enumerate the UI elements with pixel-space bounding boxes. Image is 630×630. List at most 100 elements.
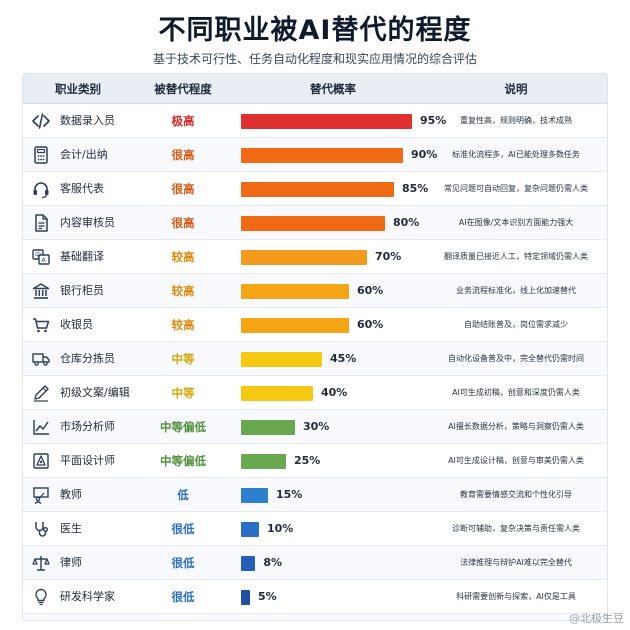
probability-bar [241, 250, 367, 265]
replacement-level: 很高 [171, 182, 195, 196]
job-label: 数据录入员 [60, 114, 115, 127]
replacement-level: 较高 [171, 284, 195, 298]
job-label: 企业高管 [60, 614, 104, 620]
replacement-level: 中等偏低 [160, 420, 206, 434]
probability-label: 70% [375, 250, 402, 263]
description-text: AI在图像/文本识别方面能力强大 [458, 218, 574, 227]
job-label: 市场分析师 [60, 420, 115, 433]
probability-label: 40% [321, 386, 348, 399]
job-label: 收银员 [60, 318, 93, 331]
probability-bar [241, 148, 403, 163]
probability-label: 30% [303, 420, 330, 433]
bulb-icon [31, 587, 51, 607]
header-job: 职业类别 [55, 82, 101, 96]
probability-label: 10% [267, 522, 294, 535]
probability-label: 15% [276, 488, 303, 501]
probability-bar [241, 318, 349, 333]
probability-bar [241, 216, 385, 231]
table-row: 内容审核员 很高 80% AI在图像/文本识别方面能力强大 [23, 206, 607, 240]
job-label: 会计/出纳 [60, 148, 108, 161]
table-row: 医生 很低 10% 诊断可辅助，复杂决策与责任需人类 [23, 512, 607, 546]
job-label: 仓库分拣员 [60, 352, 115, 365]
description-text: 常见问题可自动回复，复杂问题仍需人类 [444, 184, 588, 193]
probability-bar [241, 284, 349, 299]
header-probability: 替代概率 [310, 82, 356, 96]
job-label: 基础翻译 [60, 250, 104, 263]
description-text: 自助结账普及，岗位需求减少 [464, 320, 568, 329]
headset-icon [31, 179, 51, 199]
svg-text:A: A [42, 257, 47, 264]
truck-icon [31, 349, 51, 369]
stethoscope-icon [31, 519, 51, 539]
probability-bar [241, 522, 259, 537]
description-text: 翻译质量已接近人工，特定领域仍需人类 [444, 252, 588, 261]
probability-bar [241, 454, 286, 469]
scales-icon [31, 553, 51, 573]
replacement-level: 很低 [171, 522, 195, 536]
job-label: 初级文案/编辑 [60, 386, 130, 399]
chart-table: 职业类别 被替代程度 替代概率 说明 数据录入员 极高 95% 重复性高，规则明确，技… [22, 73, 608, 621]
line-chart-icon [31, 417, 51, 437]
replacement-level: 很高 [171, 216, 195, 230]
description-text: AI可生成初稿，创意和深度仍需人类 [452, 388, 580, 397]
probability-label: 5% [258, 590, 277, 603]
table-row: 研发科学家 很低 5% 科研需要创新与探索，AI仅是工具 [23, 580, 607, 614]
svg-text:中: 中 [35, 251, 41, 259]
table-row: 银行柜员 较高 60% 业务流程标准化，线上化加速替代 [23, 274, 607, 308]
replacement-level: 中等 [171, 386, 195, 400]
job-label: 内容审核员 [60, 216, 115, 229]
probability-bar [241, 556, 256, 571]
table-row: 会计/出纳 很高 90% 标准化流程多，AI已能处理多数任务 [23, 138, 607, 172]
replacement-level: 极高 [171, 114, 195, 128]
pen-icon [31, 383, 51, 403]
document-icon [31, 213, 51, 233]
probability-bar [241, 114, 412, 129]
probability-label: 60% [357, 284, 384, 297]
probability-label: 80% [393, 216, 420, 229]
replacement-level: 低 [177, 488, 189, 502]
watermark: @北极生豆 [569, 612, 624, 625]
table-row: 平面设计师 中等偏低 25% AI可生成设计稿，创意与审美仍需人类 [23, 444, 607, 478]
probability-label: 60% [357, 318, 384, 331]
table-row: 教师 低 15% 教育需要情感交流和个性化引导 [23, 478, 607, 512]
code-icon [31, 111, 51, 131]
description-text: 诊断可辅助，复杂决策与责任需人类 [452, 524, 580, 533]
design-icon [31, 451, 51, 471]
table-row: 数据录入员 极高 95% 重复性高，规则明确，技术成熟 [23, 104, 607, 138]
table-row: 收银员 较高 60% 自助结账普及，岗位需求减少 [23, 308, 607, 342]
job-label: 律师 [60, 556, 82, 569]
probability-label: 85% [402, 182, 429, 195]
table-row: 律师 很低 8% 法律推理与辩护AI难以完全替代 [23, 546, 607, 580]
header-description: 说明 [504, 82, 528, 96]
replacement-level: 极低 [133, 614, 233, 620]
probability-bar [241, 420, 295, 435]
probability-bar [241, 182, 394, 197]
probability-bar [241, 386, 313, 401]
chart-title: 不同职业被AI替代的程度 [158, 15, 472, 46]
probability-label: 8% [263, 556, 283, 569]
description-text: 教育需要情感交流和个性化引导 [460, 490, 572, 499]
probability-label: 25% [294, 454, 321, 467]
calculator-icon [31, 145, 51, 165]
job-label: 教师 [60, 488, 82, 501]
table-row: 客服代表 很高 85% 常见问题可自动回复，复杂问题仍需人类 [23, 172, 607, 206]
probability-bar [241, 590, 250, 605]
header-level: 被替代程度 [154, 82, 212, 96]
description-text: 重复性高，规则明确，技术成熟 [460, 116, 572, 125]
replacement-level: 较高 [171, 250, 195, 264]
probability-label: 95% [420, 114, 447, 127]
probability-label: 3% [254, 614, 273, 620]
probability-bar [241, 488, 268, 503]
chart-subtitle: 基于技术可行性、任务自动化程度和现实应用情况的综合评估 [152, 52, 477, 66]
job-label: 平面设计师 [60, 454, 115, 467]
description-text: AI擅长数据分析，策略与洞察仍需人类 [448, 422, 584, 431]
description-text: 标准化流程多，AI已能处理多数任务 [452, 150, 580, 159]
replacement-level: 中等偏低 [160, 454, 206, 468]
replacement-level: 很高 [171, 148, 195, 162]
replacement-level: 中等 [171, 352, 195, 366]
job-label: 研发科学家 [60, 590, 115, 603]
description-text: AI可生成设计稿，创意与审美仍需人类 [448, 456, 584, 465]
probability-bar [241, 352, 322, 367]
teacher-icon [31, 485, 51, 505]
